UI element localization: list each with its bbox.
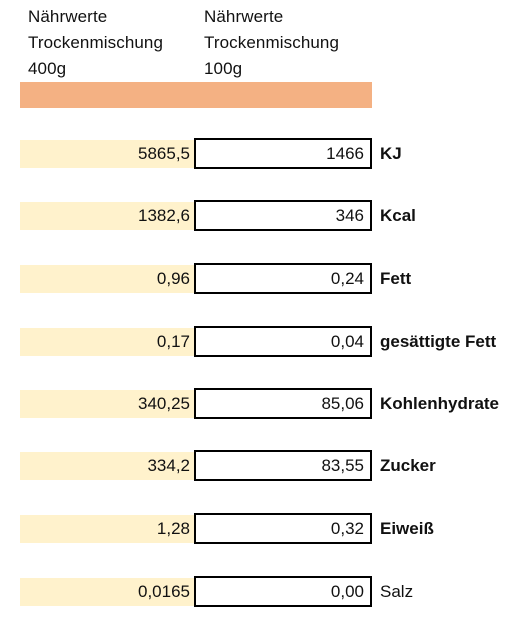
nutrient-label: Kohlenhydrate — [380, 394, 500, 413]
nutrition-row-gesaettigte-fett: 0,17 0,04 gesättigte Fett — [0, 326, 532, 357]
nutrition-row-kj: 5865,5 1466 KJ — [0, 138, 532, 169]
nutrition-row-kohlenhydrate: 340,25 85,06 Kohlenhydrate — [0, 388, 532, 419]
nutrient-label: Eiweiß — [380, 519, 434, 538]
nutrition-row-kcal: 1382,6 346 Kcal — [0, 200, 532, 231]
nutrient-label: Kcal — [380, 206, 416, 225]
nutrition-row-zucker: 334,2 83,55 Zucker — [0, 450, 532, 481]
value-400g-cell[interactable]: 0,17 — [20, 328, 194, 356]
value-400g-cell[interactable]: 1382,6 — [20, 202, 194, 230]
value-100g-cell[interactable]: 1466 — [194, 138, 372, 169]
value-400g-cell[interactable]: 0,0165 — [20, 578, 194, 606]
header-400g-line-3: 400g — [28, 59, 67, 78]
header-100g-line-1: Nährwerte — [204, 7, 284, 26]
nutrition-row-fett: 0,96 0,24 Fett — [0, 263, 532, 294]
value-400g-cell[interactable]: 1,28 — [20, 515, 194, 543]
value-100g-cell[interactable]: 0,24 — [194, 263, 372, 294]
value-100g-cell[interactable]: 346 — [194, 200, 372, 231]
nutrient-label: Fett — [380, 269, 412, 288]
value-400g-cell[interactable]: 0,96 — [20, 265, 194, 293]
value-400g-cell[interactable]: 334,2 — [20, 452, 194, 480]
value-100g-cell[interactable]: 0,32 — [194, 513, 372, 544]
value-100g-cell[interactable]: 85,06 — [194, 388, 372, 419]
nutrient-label: Salz — [380, 582, 414, 601]
header-100g-line-3: 100g — [204, 59, 243, 78]
header-100g: Nährwerte Trockenmischung 100g — [204, 4, 339, 82]
header-100g-line-2: Trockenmischung — [204, 33, 340, 52]
header-400g-line-1: Nährwerte — [28, 7, 108, 26]
value-100g-cell[interactable]: 83,55 — [194, 450, 372, 481]
value-100g-cell[interactable]: 0,04 — [194, 326, 372, 357]
header-color-bar — [20, 82, 372, 108]
value-100g-cell[interactable]: 0,00 — [194, 576, 372, 607]
value-400g-cell[interactable]: 340,25 — [20, 390, 194, 418]
nutrient-label: KJ — [380, 144, 402, 163]
nutrient-label: gesättigte Fett — [380, 332, 497, 351]
value-400g-cell[interactable]: 5865,5 — [20, 140, 194, 168]
header-400g-line-2: Trockenmischung — [28, 33, 164, 52]
header-400g: Nährwerte Trockenmischung 400g — [28, 4, 163, 82]
nutrition-row-eiweiss: 1,28 0,32 Eiweiß — [0, 513, 532, 544]
nutrient-label: Zucker — [380, 456, 436, 475]
nutrition-row-salz: 0,0165 0,00 Salz — [0, 576, 532, 607]
